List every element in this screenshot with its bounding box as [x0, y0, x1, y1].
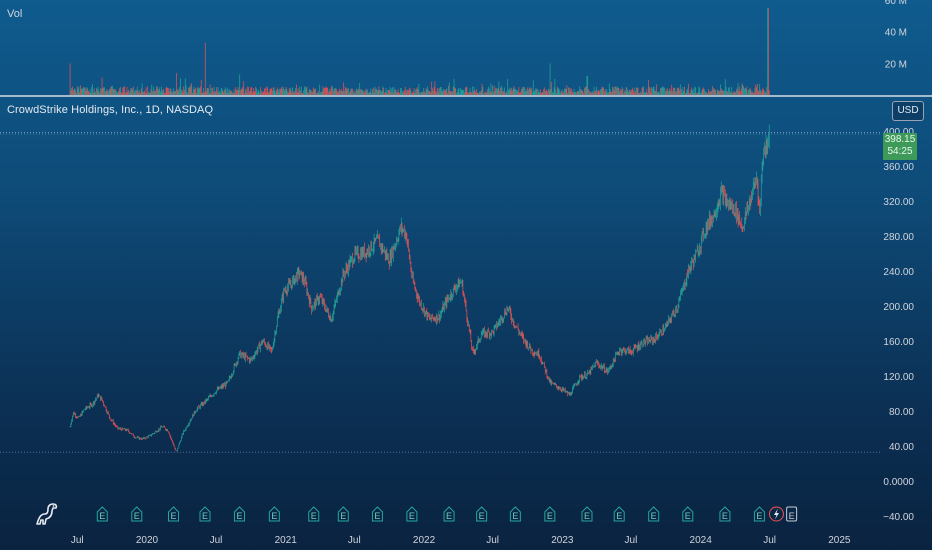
- earnings-marker-icon[interactable]: E: [96, 506, 108, 522]
- earnings-marker-icon[interactable]: E: [371, 506, 383, 522]
- earnings-marker-label: E: [236, 511, 242, 521]
- price-axis-tick-label: 40.00: [889, 442, 914, 453]
- earnings-marker-icon[interactable]: E: [337, 506, 349, 522]
- earnings-marker-label: E: [271, 511, 277, 521]
- earnings-marker-icon[interactable]: E: [476, 506, 488, 522]
- earnings-marker-label: E: [446, 511, 452, 521]
- price-axis-tick-label: −40.00: [883, 512, 914, 523]
- price-axis-tick-label: 400.00: [883, 127, 914, 138]
- time-axis-tick-label: Jul: [625, 535, 638, 546]
- time-axis-tick-label: Jul: [486, 535, 499, 546]
- earnings-marker-icon[interactable]: E: [509, 506, 521, 522]
- time-axis-tick-label: Jul: [763, 535, 776, 546]
- time-axis-tick-label: Jul: [348, 535, 361, 546]
- earnings-marker-icon[interactable]: E: [786, 506, 798, 522]
- time-axis-tick-label: 2022: [413, 535, 436, 546]
- earnings-marker-label: E: [512, 511, 518, 521]
- price-axis-tick-label: 0.0000: [883, 477, 914, 488]
- volume-axis-tick-label: 40 M: [885, 28, 907, 39]
- price-axis-tick-label: 240.00: [883, 267, 914, 278]
- earnings-marker-icon[interactable]: E: [544, 506, 556, 522]
- volume-pane: [69, 7, 770, 95]
- symbol-title[interactable]: CrowdStrike Holdings, Inc., 1D, NASDAQ: [7, 104, 214, 116]
- time-axis-tick-label: 2021: [275, 535, 298, 546]
- earnings-marker-label: E: [685, 511, 691, 521]
- earnings-marker-icon[interactable]: E: [199, 506, 211, 522]
- time-axis-tick-label: 2023: [551, 535, 574, 546]
- bar-countdown: 54:25: [887, 146, 913, 157]
- price-axis-tick-label: 200.00: [883, 302, 914, 313]
- dinosaur-logo-icon[interactable]: [34, 500, 60, 526]
- lightning-icon[interactable]: [768, 506, 784, 522]
- earnings-marker-label: E: [584, 511, 590, 521]
- earnings-marker-label: E: [409, 511, 415, 521]
- currency-button[interactable]: USD: [892, 101, 924, 121]
- earnings-marker-label: E: [134, 511, 140, 521]
- volume-axis[interactable]: 60 M 40 M 20 M: [885, 0, 907, 70]
- time-axis-tick-label: Jul: [71, 535, 84, 546]
- earnings-marker-icon[interactable]: E: [406, 506, 418, 522]
- earnings-marker-icon[interactable]: E: [131, 506, 143, 522]
- price-pane: [0, 124, 880, 453]
- earnings-marker-label: E: [311, 511, 317, 521]
- earnings-marker-icon[interactable]: E: [268, 506, 280, 522]
- time-axis[interactable]: Jul 2020 Jul 2021 Jul 2022 Jul 2023 Jul 2024 Jul 20…: [71, 535, 851, 546]
- earnings-marker-label: E: [171, 511, 177, 521]
- time-axis-tick-label: 2024: [690, 535, 713, 546]
- earnings-marker-label: E: [756, 511, 762, 521]
- earnings-marker-icon[interactable]: E: [613, 506, 625, 522]
- earnings-marker-label: E: [374, 511, 380, 521]
- price-axis-tick-label: 320.00: [883, 197, 914, 208]
- earnings-marker-label: E: [547, 511, 553, 521]
- earnings-marker-icon[interactable]: E: [719, 506, 731, 522]
- earnings-marker-label: E: [99, 511, 105, 521]
- earnings-marker-label: E: [651, 511, 657, 521]
- time-axis-tick-label: Jul: [210, 535, 223, 546]
- earnings-marker-label: E: [789, 511, 795, 521]
- price-axis-tick-label: 80.00: [889, 407, 914, 418]
- volume-axis-tick-label: 60 M: [885, 0, 907, 7]
- earnings-marker-label: E: [202, 511, 208, 521]
- earnings-marker-icon[interactable]: E: [753, 506, 765, 522]
- volume-indicator-label[interactable]: Vol: [7, 8, 23, 20]
- earnings-marker-icon[interactable]: E: [682, 506, 694, 522]
- earnings-marker-icon[interactable]: E: [443, 506, 455, 522]
- earnings-marker-icon[interactable]: E: [581, 506, 593, 522]
- last-price-value: 398.15: [884, 134, 916, 145]
- price-axis-tick-label: 120.00: [883, 372, 914, 383]
- price-axis[interactable]: 400.00 360.00 320.00 280.00 240.00 200.00 160.…: [883, 127, 914, 523]
- earnings-marker-icon[interactable]: E: [233, 506, 245, 522]
- price-axis-tick-label: 160.00: [883, 337, 914, 348]
- earnings-marker-icon[interactable]: E: [648, 506, 660, 522]
- earnings-marker-label: E: [340, 511, 346, 521]
- earnings-marker-label: E: [479, 511, 485, 521]
- last-price-label: 398.15 54:25: [883, 133, 917, 160]
- price-axis-tick-label: 280.00: [883, 232, 914, 243]
- price-axis-tick-label: 360.00: [883, 162, 914, 173]
- earnings-marker-icon[interactable]: E: [168, 506, 180, 522]
- earnings-marker-icon[interactable]: E: [308, 506, 320, 522]
- time-axis-tick-label: 2020: [136, 535, 159, 546]
- earnings-marker-label: E: [616, 511, 622, 521]
- time-axis-tick-label: 2025: [828, 535, 851, 546]
- earnings-marker-label: E: [722, 511, 728, 521]
- volume-axis-tick-label: 20 M: [885, 59, 907, 70]
